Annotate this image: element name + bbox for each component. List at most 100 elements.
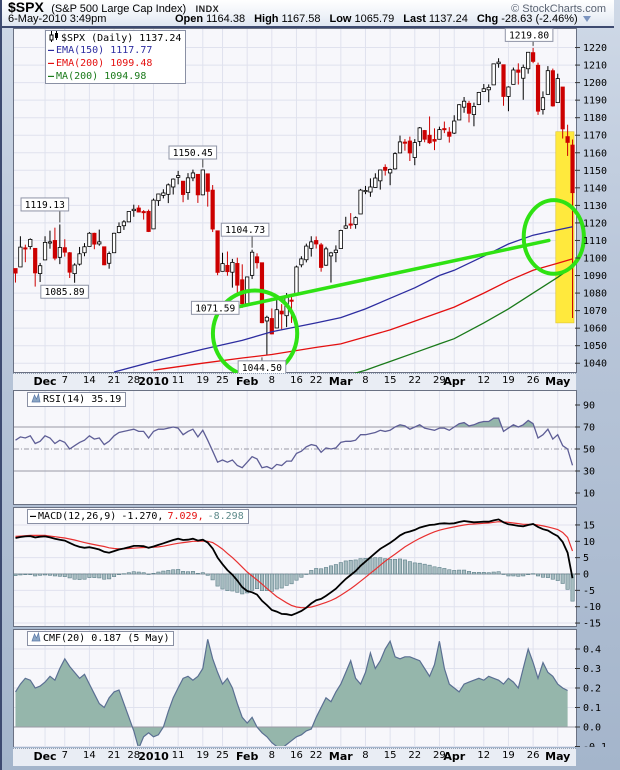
price-annotation-label: 1219.80 [509,30,549,41]
exchange-label: INDX [195,4,220,14]
y-axis-tick-label: 1080 [583,289,607,300]
cmf-line [14,639,568,746]
y-axis-tick-label: 1070 [583,306,607,317]
y-axis-tick-label: 50 [583,445,595,456]
x-axis-label: May [545,750,571,763]
y-axis-tick-label: 1190 [583,96,607,107]
ema150-swatch: — [48,45,55,56]
y-axis-tick-label: 1180 [583,113,607,124]
quote-last-value: 1137.24 [428,13,468,25]
ma200-swatch: — [48,71,55,82]
x-axis-label: 19 [196,750,210,761]
price-annotation-label: 1071.59 [195,303,235,314]
y-axis-tick-label: 1130 [583,201,607,212]
y-axis-tick-label: 0.2 [583,684,601,695]
overlay-ema200 [153,258,573,371]
candlestick-layer [13,47,575,356]
macd-line-swatch: — [30,511,37,522]
x-axis-label: 8 [362,750,369,761]
quote-low-value: 1065.79 [354,13,395,25]
rsi-chart: 90 70 50 30 10 [13,390,595,505]
price-annotation-label: 1104.73 [225,225,265,236]
x-axis-label: 19 [196,375,210,386]
y-axis-tick-label: 1050 [583,341,607,352]
y-axis-tick-label: 1090 [583,271,607,282]
rsi-panel: 90 70 50 30 10 RSI(14) 35.19 [13,390,612,505]
change-dropdown-icon[interactable] [582,16,591,23]
x-axis-label: Feb [235,375,259,388]
y-axis-tick-label: 5 [583,553,589,564]
x-axis-label: 21 [107,375,121,386]
y-axis-tick-label: 15 [583,520,595,531]
x-axis-label: 21 [107,750,121,761]
price-annotation-box [40,284,89,299]
cmf-panel: 0.4 0.3 0.2 0.1 0.0 -0.1 CMF(20) 0.187 (5 May… [13,629,612,747]
x-axis-label: 28 [127,750,141,761]
panel-background [13,390,577,505]
x-axis-label: 29 [433,750,446,761]
chart-header: $SPX (S&P 500 Large Cap Index) INDX © St… [2,0,614,28]
price-legend-title: $SPX (Daily) 1137.24 [61,33,182,44]
y-axis-tick-label: 0.1 [583,703,601,714]
quote-high-value: 1167.58 [281,13,321,25]
x-axis-label: 25 [216,750,229,761]
quote-low-label: Low [329,13,352,25]
rsi-legend: RSI(14) 35.19 [27,392,127,407]
header-quote-row: 6-May-2010 3:49pm Open 1164.38 High 1167.58 L… [2,13,614,26]
y-axis-tick-label: 10 [583,537,595,548]
quote-high-label: High [254,13,279,25]
x-axis-label: 11 [171,375,185,386]
cmf-legend: CMF(20) 0.187 (5 May) [27,631,175,646]
header-title-row: $SPX (S&P 500 Large Cap Index) INDX © St… [2,0,614,15]
x-axis-label: 22 [408,750,422,761]
x-axis-label: 19 [502,375,515,386]
date-axis-top: Dec 7 14 21 28 2010 11 19 25 Feb 8 16 22 Mar 8 15 22 29 Ap… [13,373,576,390]
annotation-trendline [235,238,551,309]
macd-panel: 15 10 5 0 -5 -10 -15 — MACD(12,26,9) -1.270, 7.02… [13,507,612,627]
x-axis-label: 2010 [138,750,169,763]
macd-line [15,518,574,617]
cmf-area-fill [15,639,568,746]
x-axis-label: 14 [83,375,96,386]
y-axis-tick-label: -0.1 [583,742,607,747]
price-annotation-box [220,222,270,237]
ma200-legend: MA(200) 1094.98 [56,71,147,82]
x-axis-label: Apr [443,750,466,763]
price-annotation-box [504,28,554,42]
price-annotation-box [190,300,240,315]
y-axis-tick-label: 1140 [583,183,607,194]
x-axis-label: 7 [61,375,68,386]
price-annotation-label: 1044.50 [242,363,282,373]
price-annotation-label: 1085.89 [45,287,85,298]
y-axis-tick-label: 1100 [583,254,607,265]
x-axis-label: May [545,375,571,388]
y-axis-tick-label: -10 [583,602,601,613]
y-axis-tick-label: 1110 [583,236,607,247]
macd-value: -1.270, [121,511,164,522]
date-axis-bottom: Dec 7 14 21 28 2010 11 19 25 Feb 8 16 22 Mar 8 15 22 29 Ap… [13,748,576,766]
price-panel: 1119.13 1085.89 1150.45 1104.73 1071.59 1044.… [13,28,612,373]
price-chart: 1119.13 1085.89 1150.45 1104.73 1071.59 1044.… [13,28,607,373]
x-axis-label: Dec [33,375,57,388]
y-axis-tick-label: -15 [583,619,601,627]
rsi-legend-value: 35.19 [91,394,122,405]
quote-chg-value: -28.63 (-2.46%) [501,13,578,25]
price-annotation-box [168,145,218,160]
y-axis-tick-label: 1220 [583,43,607,54]
x-axis-label: Feb [235,750,259,763]
y-axis-tick-label: 1200 [583,78,607,89]
macd-legend-label: MACD(12,26,9) [38,511,117,522]
y-axis-tick-label: 1210 [583,61,607,72]
macd-signal-line [15,521,574,609]
cmf-legend-label: CMF(20) [43,633,86,644]
x-axis-label: 19 [502,750,515,761]
y-axis-tick-label: 0.4 [583,645,601,656]
symbol-name: (S&P 500 Large Cap Index) [51,3,187,15]
y-axis-tick-label: 1060 [583,324,607,335]
copyright-link[interactable]: © StockCharts.com [511,3,606,15]
price-legend: $SPX (Daily) 1137.24 — EMA(150) 1117.77 —… [45,30,187,84]
y-axis-tick-label: 90 [583,401,595,412]
x-axis-label: 15 [383,375,397,386]
x-axis-label: 16 [290,375,303,386]
